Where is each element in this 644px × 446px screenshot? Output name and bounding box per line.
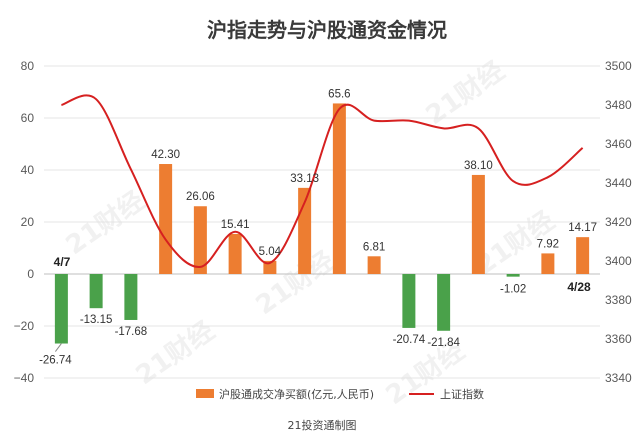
bar [541, 253, 555, 274]
left-tick-label: −40 [14, 371, 35, 385]
left-tick-label: 20 [21, 215, 35, 229]
left-tick-label: 0 [27, 267, 34, 281]
left-tick-label: −20 [14, 319, 35, 333]
line-series [61, 94, 584, 268]
left-tick-label: 60 [21, 111, 35, 125]
right-axis: 3500 3480 3460 3440 3420 3400 3380 3360 3340 [605, 59, 632, 385]
bar-value-label: 14.17 [568, 222, 597, 234]
bar-value-label: -21.84 [427, 337, 460, 349]
start-date-label: 4/7 [54, 255, 71, 269]
bar [506, 274, 520, 277]
left-tick-label: 40 [21, 163, 35, 177]
bar [124, 274, 138, 320]
bar-value-label: -13.15 [80, 314, 113, 326]
bar-value-label: -1.02 [500, 284, 526, 296]
right-tick-label: 3420 [605, 215, 632, 229]
right-tick-label: 3480 [605, 98, 632, 112]
bar [576, 237, 590, 274]
bar [54, 274, 68, 344]
bar-value-label: 33.13 [290, 173, 319, 185]
bar-value-label: 5.04 [259, 246, 282, 258]
bar [367, 256, 381, 274]
bar [332, 103, 346, 274]
bar [228, 233, 242, 274]
right-tick-label: 3360 [605, 332, 632, 346]
bar [159, 164, 173, 274]
legend-bar-swatch [196, 389, 214, 398]
chart-title: 沪指走势与沪股通资金情况 [207, 18, 447, 42]
right-tick-label: 3400 [605, 254, 632, 268]
bar-value-label: 42.30 [151, 149, 180, 161]
bar-value-label: -17.68 [115, 326, 148, 338]
end-date-label: 4/28 [567, 280, 591, 294]
right-tick-label: 3440 [605, 176, 632, 190]
data-labels: -26.74 -13.15-17.68 42.30 26.06 15.41 5.04 33.… [39, 88, 597, 366]
bar-value-label: 26.06 [186, 191, 215, 203]
bar-value-label: 65.6 [328, 88, 350, 100]
right-tick-label: 3340 [605, 371, 632, 385]
watermark-text: 21财经 [60, 185, 150, 261]
index-line [61, 94, 584, 268]
bar [471, 174, 485, 274]
legend: 沪股通成交净买额(亿元,人民币) 上证指数 [196, 387, 484, 401]
legend-bar-label: 沪股通成交净买额(亿元,人民币) [219, 387, 374, 401]
bar-value-label: 38.10 [464, 160, 493, 172]
right-tick-label: 3500 [605, 59, 632, 73]
bar-series [54, 103, 590, 344]
legend-line-label: 上证指数 [440, 387, 484, 401]
bar-value-label: 6.81 [363, 241, 385, 253]
left-axis: 80 60 40 20 0 −20 −40 [14, 59, 35, 385]
bar-value-label: -26.74 [39, 355, 72, 367]
bar-value-label: 15.41 [221, 219, 250, 231]
bar-value-label: -20.74 [393, 334, 426, 346]
left-tick-label: 80 [21, 59, 35, 73]
bar [193, 206, 207, 274]
bar [437, 274, 451, 331]
bar [89, 274, 103, 309]
bar-value-label: 7.92 [537, 238, 559, 250]
credit-text: 21投资通制图 [288, 418, 357, 432]
label-leader [54, 343, 62, 352]
right-tick-label: 3460 [605, 137, 632, 151]
bar [402, 274, 416, 328]
right-tick-label: 3380 [605, 293, 632, 307]
